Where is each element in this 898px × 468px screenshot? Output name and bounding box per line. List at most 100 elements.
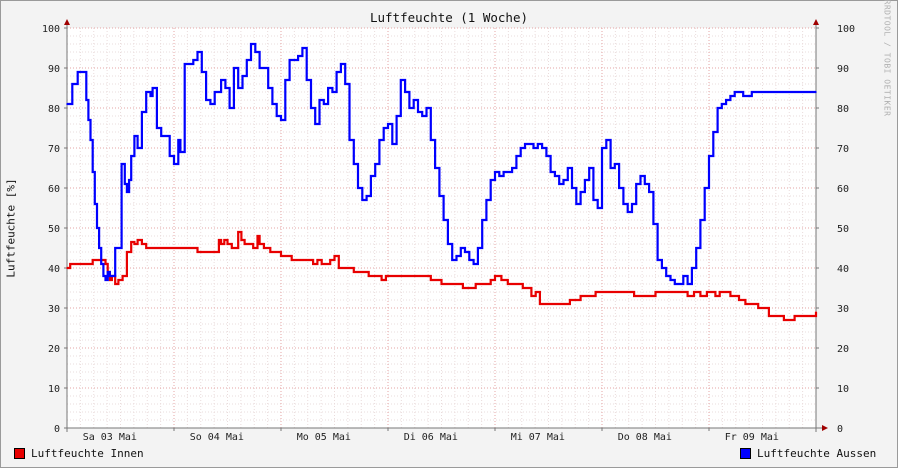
data-point — [124, 183, 126, 185]
data-point — [699, 219, 702, 221]
data-point — [301, 47, 304, 49]
data-point — [781, 91, 783, 93]
data-point — [558, 183, 560, 185]
data-point — [438, 195, 441, 197]
data-point — [810, 91, 813, 93]
legend-item-aussen: Luftfeuchte Aussen — [740, 447, 876, 460]
data-point — [367, 275, 370, 277]
data-point — [554, 175, 556, 177]
data-point — [451, 259, 454, 261]
data-point — [164, 135, 167, 137]
data-point — [220, 79, 222, 81]
data-point — [235, 247, 237, 249]
data-point — [183, 63, 186, 65]
y-tick-label: 90 — [48, 64, 60, 75]
data-point — [89, 139, 92, 141]
data-point — [353, 163, 355, 165]
data-point — [338, 267, 340, 269]
data-point — [220, 243, 222, 245]
data-point — [755, 91, 757, 93]
data-point — [494, 275, 496, 277]
data-point — [562, 179, 565, 181]
data-point — [408, 275, 411, 277]
y-tick-label-right: 80 — [837, 104, 849, 115]
data-point — [522, 287, 524, 289]
data-point — [240, 239, 243, 241]
data-point — [757, 307, 759, 309]
data-point — [346, 267, 349, 269]
data-point — [189, 247, 191, 249]
data-point — [151, 87, 154, 89]
data-point — [759, 91, 762, 93]
data-point — [412, 99, 415, 101]
data-point — [149, 95, 152, 97]
data-point — [532, 147, 535, 149]
data-point — [789, 91, 792, 93]
data-point — [682, 275, 685, 277]
data-point — [325, 263, 327, 265]
x-tick-label: Mi 07 Mai — [511, 432, 565, 443]
data-point — [738, 299, 740, 301]
data-point — [751, 303, 753, 305]
data-point — [71, 83, 74, 85]
y-tick-label-right: 90 — [837, 64, 849, 75]
data-point — [714, 295, 717, 297]
data-point — [716, 107, 719, 109]
data-point — [213, 251, 216, 253]
data-point — [168, 155, 171, 157]
data-point — [114, 247, 116, 249]
data-point — [121, 275, 124, 277]
data-point — [151, 247, 154, 249]
data-point — [609, 167, 612, 169]
data-point — [500, 279, 503, 281]
data-point — [145, 91, 147, 93]
data-point — [738, 91, 740, 93]
data-point — [721, 103, 723, 105]
data-point — [320, 263, 323, 265]
data-point — [776, 91, 779, 93]
data-point — [145, 247, 147, 249]
x-tick-label: So 04 Mai — [190, 432, 244, 443]
data-point — [85, 99, 88, 101]
data-point — [233, 67, 235, 69]
chart-title: Luftfeuchte (1 Woche) — [369, 10, 529, 25]
data-point — [768, 91, 770, 93]
data-point — [489, 279, 492, 281]
data-point — [382, 127, 385, 129]
data-point — [592, 199, 595, 201]
data-point — [370, 175, 372, 177]
data-point — [481, 219, 484, 221]
data-point — [588, 167, 590, 169]
y-tick-label: 80 — [48, 104, 60, 115]
data-point — [385, 275, 387, 277]
data-point — [162, 247, 165, 249]
data-point — [686, 295, 689, 297]
data-point — [579, 295, 582, 297]
data-point — [126, 191, 128, 193]
data-point — [440, 283, 443, 285]
data-point — [252, 247, 254, 249]
data-point — [534, 291, 537, 293]
data-point — [91, 171, 94, 173]
y-axis-label: Luftfeuchte [%] — [4, 178, 18, 278]
data-point — [706, 291, 708, 293]
data-point — [395, 115, 398, 117]
data-point — [365, 195, 368, 197]
data-point — [408, 107, 411, 109]
data-point — [693, 291, 695, 293]
data-point — [201, 71, 203, 73]
data-point — [528, 143, 530, 145]
data-point — [699, 295, 702, 297]
data-point — [312, 263, 314, 265]
data-point — [374, 163, 377, 165]
data-point — [301, 259, 304, 261]
data-point — [223, 239, 226, 241]
data-point — [69, 263, 71, 265]
data-point — [98, 247, 100, 249]
data-point — [474, 283, 477, 285]
data-point — [744, 303, 747, 305]
data-point — [430, 279, 432, 281]
data-point — [226, 243, 229, 245]
data-point — [468, 259, 471, 261]
data-point — [130, 155, 132, 157]
